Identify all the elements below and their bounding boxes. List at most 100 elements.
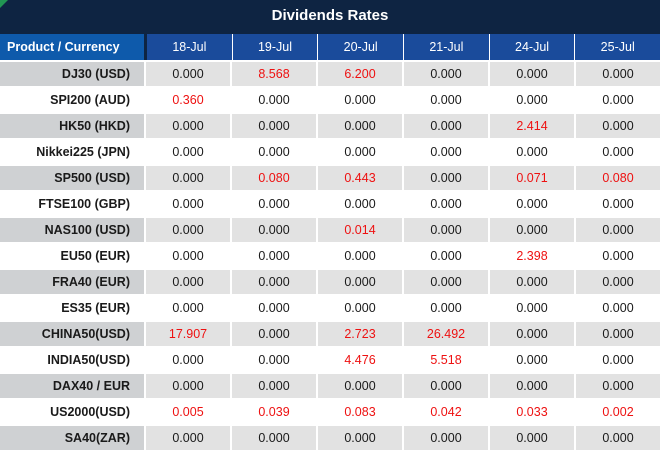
- value-cell: 0.000: [232, 270, 316, 294]
- table-row: DAX40 / EUR 0.000 0.000 0.000 0.000 0.000 0.00…: [0, 374, 660, 398]
- value-cell: 0.000: [404, 296, 488, 320]
- table-header-row: Product / Currency 18-Jul 19-Jul 20-Jul 21-…: [0, 0, 660, 60]
- product-cell: SA40(ZAR): [0, 426, 144, 450]
- value-cell: 0.000: [576, 62, 660, 86]
- value-cell: 0.000: [404, 374, 488, 398]
- value-cell: 0.000: [146, 374, 230, 398]
- value-cell: 0.000: [576, 114, 660, 138]
- value-cell: 0.000: [146, 192, 230, 216]
- product-cell: US2000(USD): [0, 400, 144, 424]
- value-cell: 0.083: [318, 400, 402, 424]
- value-cell: 0.000: [232, 218, 316, 242]
- value-cell: 0.000: [318, 244, 402, 268]
- value-cell: 0.000: [404, 270, 488, 294]
- value-cell: 0.000: [146, 166, 230, 190]
- value-cell: 0.000: [490, 348, 574, 372]
- product-cell: CHINA50(USD): [0, 322, 144, 346]
- product-cell: INDIA50(USD): [0, 348, 144, 372]
- value-cell: 2.723: [318, 322, 402, 346]
- value-cell: 0.000: [404, 88, 488, 112]
- date-header: 19-Jul: [232, 34, 318, 60]
- value-cell: 0.080: [576, 166, 660, 190]
- value-cell: 0.000: [146, 114, 230, 138]
- value-cell: 6.200: [318, 62, 402, 86]
- value-cell: 0.000: [490, 374, 574, 398]
- value-cell: 0.000: [232, 322, 316, 346]
- value-cell: 0.000: [490, 426, 574, 450]
- value-cell: 0.000: [404, 62, 488, 86]
- table-row: DJ30 (USD) 0.000 8.568 6.200 0.000 0.000 0.000: [0, 62, 660, 86]
- value-cell: 0.000: [490, 62, 574, 86]
- product-cell: FRA40 (EUR): [0, 270, 144, 294]
- table-row: US2000(USD) 0.005 0.039 0.083 0.042 0.033 0.00…: [0, 400, 660, 424]
- value-cell: 0.000: [404, 426, 488, 450]
- table-row: CHINA50(USD) 17.907 0.000 2.723 26.492 0.000 0…: [0, 322, 660, 346]
- value-cell: 0.000: [404, 114, 488, 138]
- product-cell: DAX40 / EUR: [0, 374, 144, 398]
- date-headers: 18-Jul 19-Jul 20-Jul 21-Jul 24-Jul 25-Jul: [147, 34, 660, 60]
- date-header: 20-Jul: [318, 34, 404, 60]
- value-cell: 0.005: [146, 400, 230, 424]
- value-cell: 0.000: [232, 114, 316, 138]
- value-cell: 0.000: [404, 192, 488, 216]
- header-top-strip: [0, 31, 660, 34]
- value-cell: 0.000: [490, 218, 574, 242]
- value-cell: 0.000: [404, 140, 488, 164]
- table-row: FTSE100 (GBP) 0.000 0.000 0.000 0.000 0.000 0.…: [0, 192, 660, 216]
- value-cell: 0.000: [318, 140, 402, 164]
- table-row: NAS100 (USD) 0.000 0.000 0.014 0.000 0.000 0.0…: [0, 218, 660, 242]
- value-cell: 0.000: [146, 296, 230, 320]
- value-cell: 0.000: [576, 374, 660, 398]
- product-currency-header: Product / Currency: [0, 34, 144, 60]
- product-cell: ES35 (EUR): [0, 296, 144, 320]
- product-cell: SPI200 (AUD): [0, 88, 144, 112]
- value-cell: 0.000: [576, 244, 660, 268]
- date-header: 25-Jul: [575, 34, 660, 60]
- value-cell: 0.000: [318, 192, 402, 216]
- value-cell: 0.000: [232, 192, 316, 216]
- value-cell: 0.000: [232, 244, 316, 268]
- value-cell: 0.360: [146, 88, 230, 112]
- value-cell: 0.000: [232, 88, 316, 112]
- value-cell: 0.000: [318, 296, 402, 320]
- value-cell: 0.000: [318, 374, 402, 398]
- date-header: 24-Jul: [489, 34, 575, 60]
- value-cell: 0.000: [146, 218, 230, 242]
- value-cell: 0.000: [576, 426, 660, 450]
- table-row: SP500 (USD) 0.000 0.080 0.443 0.000 0.071 0.08…: [0, 166, 660, 190]
- value-cell: 0.000: [490, 140, 574, 164]
- date-header: 18-Jul: [147, 34, 232, 60]
- product-cell: FTSE100 (GBP): [0, 192, 144, 216]
- value-cell: 0.000: [404, 244, 488, 268]
- value-cell: 0.000: [318, 88, 402, 112]
- table-row: HK50 (HKD) 0.000 0.000 0.000 0.000 2.414 0.000: [0, 114, 660, 138]
- value-cell: 0.000: [490, 88, 574, 112]
- value-cell: 0.000: [404, 218, 488, 242]
- value-cell: 0.039: [232, 400, 316, 424]
- value-cell: 0.000: [146, 62, 230, 86]
- value-cell: 0.000: [576, 348, 660, 372]
- value-cell: 0.014: [318, 218, 402, 242]
- value-cell: 0.000: [318, 426, 402, 450]
- product-cell: Nikkei225 (JPN): [0, 140, 144, 164]
- value-cell: 0.000: [146, 348, 230, 372]
- value-cell: 0.000: [232, 140, 316, 164]
- value-cell: 0.000: [490, 192, 574, 216]
- value-cell: 0.000: [576, 322, 660, 346]
- value-cell: 0.033: [490, 400, 574, 424]
- table-row: INDIA50(USD) 0.000 0.000 4.476 5.518 0.000 0.0…: [0, 348, 660, 372]
- product-cell: DJ30 (USD): [0, 62, 144, 86]
- value-cell: 0.000: [576, 88, 660, 112]
- value-cell: 5.518: [404, 348, 488, 372]
- value-cell: 0.000: [318, 270, 402, 294]
- product-cell: EU50 (EUR): [0, 244, 144, 268]
- value-cell: 0.000: [146, 270, 230, 294]
- table-row: EU50 (EUR) 0.000 0.000 0.000 0.000 2.398 0.000: [0, 244, 660, 268]
- table-row: ES35 (EUR) 0.000 0.000 0.000 0.000 0.000 0.000: [0, 296, 660, 320]
- value-cell: 0.000: [576, 270, 660, 294]
- product-cell: SP500 (USD): [0, 166, 144, 190]
- value-cell: 0.000: [232, 296, 316, 320]
- value-cell: 0.042: [404, 400, 488, 424]
- table-row: SA40(ZAR) 0.000 0.000 0.000 0.000 0.000 0.000: [0, 426, 660, 450]
- table-row: SPI200 (AUD) 0.360 0.000 0.000 0.000 0.000 0.0…: [0, 88, 660, 112]
